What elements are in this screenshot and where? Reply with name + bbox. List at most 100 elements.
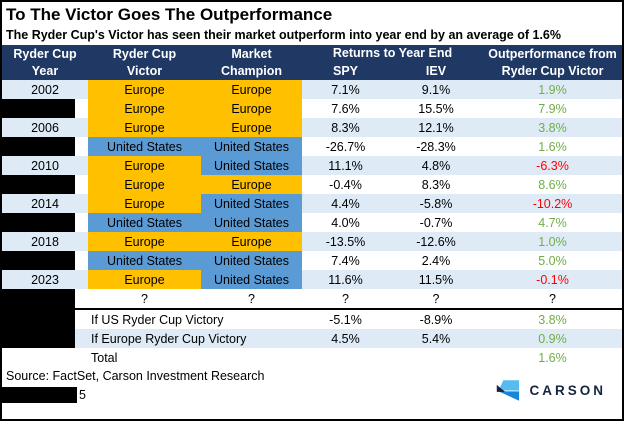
table-rows: 2002 Europe Europe 7.1% 9.1% 1.9% Europe Europe… <box>2 80 622 308</box>
year-cell <box>2 289 88 308</box>
table-row: 2006 Europe Europe 8.3% 12.1% 3.8% <box>2 118 622 137</box>
spy-cell: 4.0% <box>331 215 360 230</box>
year-cell: 2002 <box>31 82 59 97</box>
col-header-returns-group: Returns to Year End SPY IEV <box>302 45 483 80</box>
outperformance-cell: 0.9% <box>538 331 567 346</box>
spy-cell: -0.4% <box>329 177 362 192</box>
champion-cell: Europe <box>201 99 302 118</box>
redacted-year-box <box>2 289 75 308</box>
iev-cell: -28.3% <box>416 139 456 154</box>
spy-cell: 11.1% <box>328 158 363 173</box>
victor-cell: Europe <box>88 118 201 137</box>
redacted-year-box <box>2 310 75 329</box>
year-cell <box>2 251 88 270</box>
spy-cell: 8.3% <box>331 120 360 135</box>
outperformance-cell: 8.6% <box>538 177 567 192</box>
carson-logo-text: CARSON <box>529 383 606 398</box>
table-row: Europe Europe 7.6% 15.5% 7.9% <box>2 99 622 118</box>
victor-cell: Europe <box>88 194 201 213</box>
redacted-footer-box <box>2 387 77 403</box>
victor-cell: United States <box>88 137 201 156</box>
spy-cell: -5.1% <box>329 312 362 327</box>
carson-chevron-icon <box>497 380 520 401</box>
victor-cell: ? <box>141 291 148 306</box>
iev-cell: 5.4% <box>421 331 451 346</box>
spy-cell: 7.6% <box>331 101 360 116</box>
summary-label: Total <box>91 350 118 365</box>
year-cell: 2018 <box>31 234 59 249</box>
table-row: 2010 Europe United States 11.1% 4.8% -6.3% <box>2 156 622 175</box>
champion-cell: United States <box>201 194 302 213</box>
victor-cell: Europe <box>88 156 201 175</box>
spy-cell: -26.7% <box>325 139 366 154</box>
carson-logo: CARSON <box>494 378 606 403</box>
table-row: 2002 Europe Europe 7.1% 9.1% 1.9% <box>2 80 622 99</box>
year-cell <box>2 213 88 232</box>
page-title: To The Victor Goes The Outperformance <box>6 5 333 24</box>
outperformance-cell: 1.6% <box>538 139 567 154</box>
outperformance-cell: 1.9% <box>538 82 567 97</box>
redacted-year-box <box>2 251 75 270</box>
table-row: ????? <box>2 289 622 308</box>
summary-label: If Europe Ryder Cup Victory <box>91 331 247 346</box>
spy-cell: ? <box>342 291 349 306</box>
champion-cell: United States <box>201 213 302 232</box>
summary-rows: If US Ryder Cup Victory -5.1% -8.9% 3.8% If … <box>2 310 622 367</box>
iev-cell: 8.3% <box>421 177 451 192</box>
col-header-victor-line2: Victor <box>126 63 163 78</box>
outperformance-cell: ? <box>549 291 556 306</box>
col-header-victor: Ryder Cup Victor <box>88 45 201 80</box>
summary-row: If US Ryder Cup Victory -5.1% -8.9% 3.8% <box>2 310 622 329</box>
outperformance-cell: -10.2% <box>532 196 573 211</box>
year-cell: 2006 <box>31 120 59 135</box>
col-header-champion-line2: Champion <box>220 63 283 78</box>
col-header-year: Ryder Cup Year <box>2 45 88 80</box>
col-header-spy: SPY <box>332 64 358 78</box>
outperformance-cell: 1.0% <box>538 234 567 249</box>
iev-cell: 2.4% <box>421 253 451 268</box>
table-row: United States United States -26.7% -28.3% 1.… <box>2 137 622 156</box>
year-cell <box>2 348 88 367</box>
iev-cell <box>389 348 483 367</box>
outperformance-cell: 4.7% <box>538 215 567 230</box>
spy-cell: 7.4% <box>331 253 360 268</box>
year-cell <box>2 175 88 194</box>
spy-cell: 7.1% <box>331 82 360 97</box>
table-row: 2023 Europe United States 11.6% 11.5% -0.1% <box>2 270 622 289</box>
champion-cell: Europe <box>201 175 302 194</box>
iev-cell: ? <box>432 291 440 306</box>
col-header-outperformance-line2: Ryder Cup Victor <box>501 63 604 78</box>
col-header-outperformance: Outperformance from Ryder Cup Victor <box>483 45 622 80</box>
source-text: Source: FactSet, Carson Investment Resea… <box>6 369 265 383</box>
spy-cell: -13.5% <box>325 234 366 249</box>
redacted-year-box <box>2 137 75 156</box>
champion-cell: United States <box>201 137 302 156</box>
summary-row: Total 1.6% <box>2 348 622 367</box>
champion-cell: United States <box>201 270 302 289</box>
col-header-year-line2: Year <box>31 63 59 78</box>
victor-cell: Europe <box>88 232 201 251</box>
redacted-year-box <box>2 99 75 118</box>
redacted-year-box <box>2 213 75 232</box>
outperformance-cell: -6.3% <box>536 158 569 173</box>
redacted-year-box <box>2 329 75 348</box>
table-header: Ryder Cup Year Ryder Cup Victor Market C… <box>2 45 622 80</box>
iev-cell: 12.1% <box>418 120 454 135</box>
table-divider <box>2 308 622 310</box>
col-header-outperformance-line1: Outperformance from <box>488 47 617 61</box>
champion-cell: United States <box>201 251 302 270</box>
summary-row: If Europe Ryder Cup Victory 4.5% 5.4% 0.9% <box>2 329 622 348</box>
outperformance-cell: 1.6% <box>538 350 567 365</box>
iev-cell: 4.8% <box>421 158 451 173</box>
champion-cell: ? <box>248 291 255 306</box>
champion-cell: Europe <box>201 80 302 99</box>
iev-cell: 11.5% <box>418 272 454 287</box>
outperformance-cell: -0.1% <box>536 272 569 287</box>
year-cell <box>2 137 88 156</box>
footer-suffix: 5 <box>79 388 86 402</box>
col-header-champion-line1: Market <box>231 47 272 61</box>
col-header-year-line1: Ryder Cup <box>13 47 77 61</box>
victor-cell: United States <box>88 213 201 232</box>
summary-label: If US Ryder Cup Victory <box>91 312 224 327</box>
